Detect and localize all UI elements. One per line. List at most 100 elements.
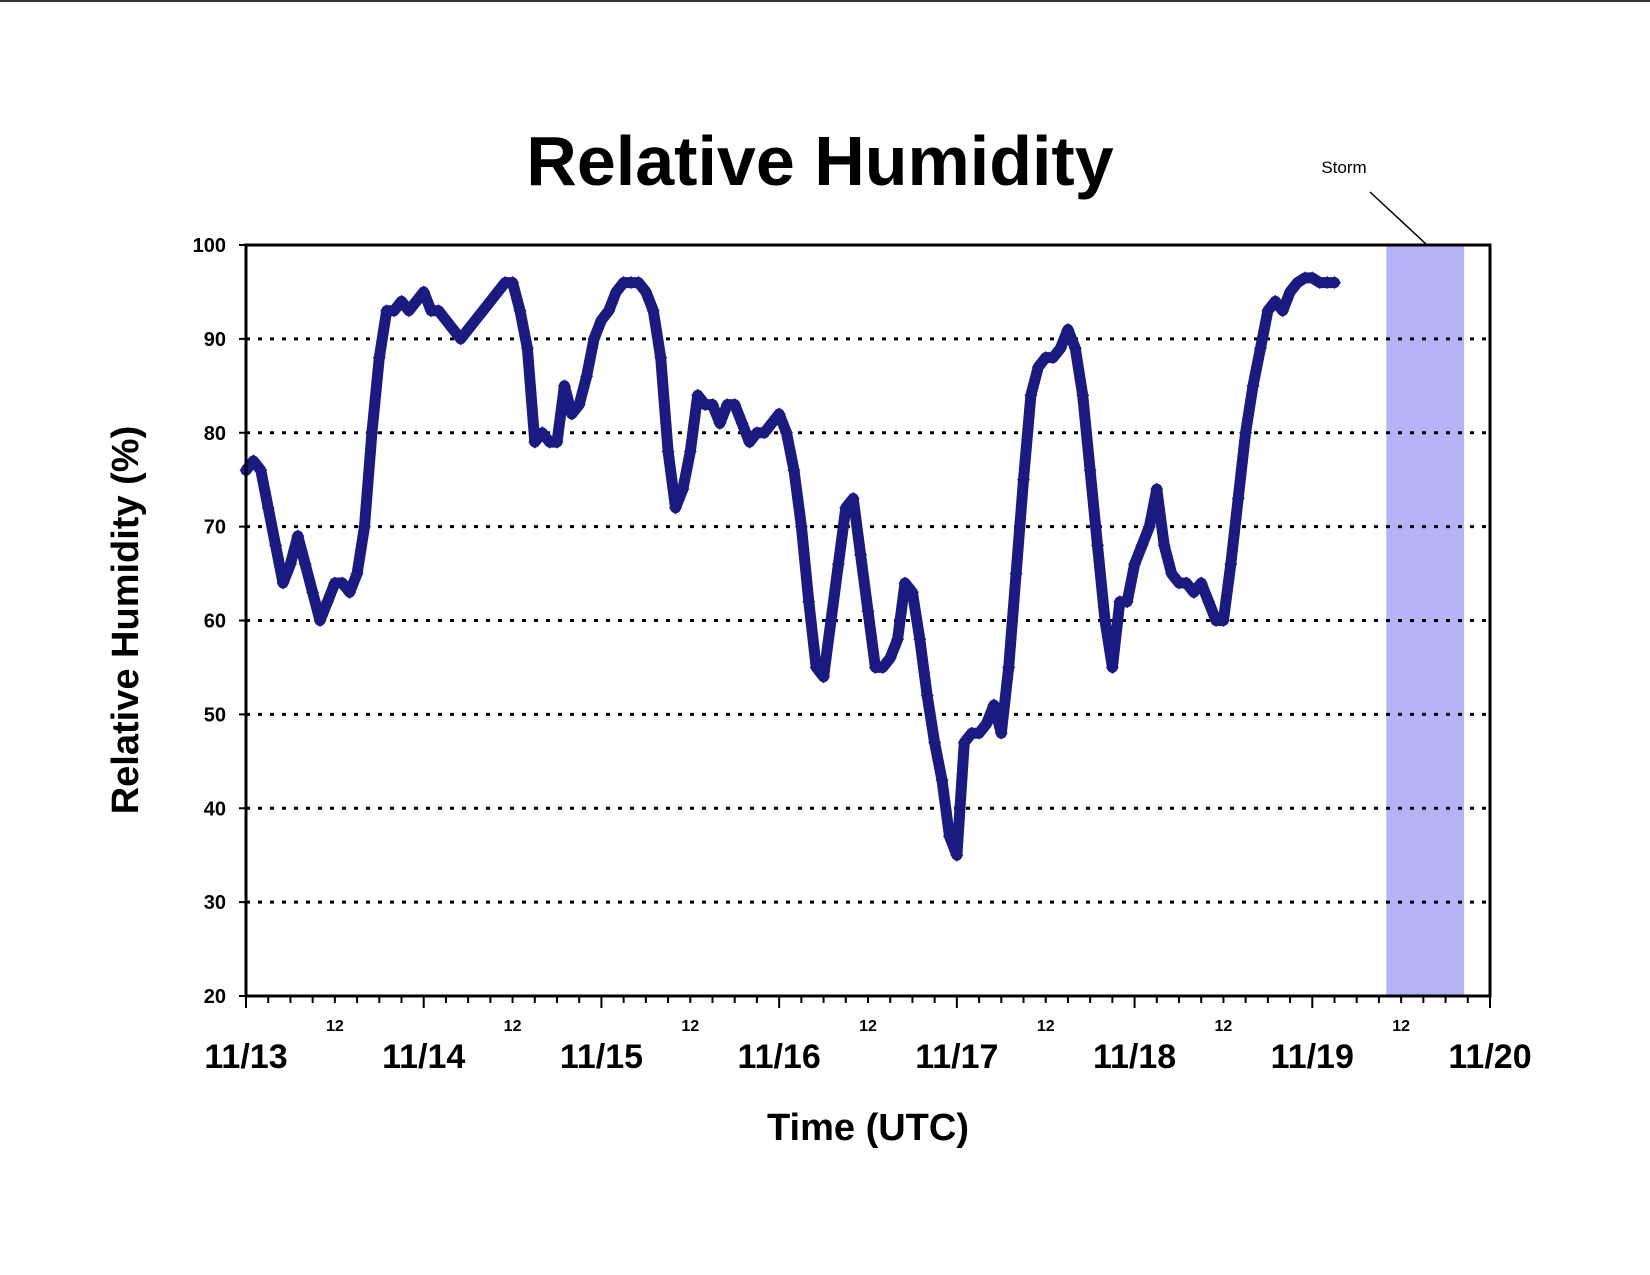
- data-point: [794, 520, 808, 534]
- data-point: [1135, 538, 1149, 552]
- data-point: [350, 567, 364, 581]
- data-point: [631, 276, 645, 290]
- y-tick-label: 100: [193, 235, 226, 257]
- data-point: [1157, 538, 1171, 552]
- data-point: [668, 501, 682, 515]
- data-point: [1194, 576, 1208, 590]
- y-tick-label: 70: [204, 517, 226, 539]
- data-point: [876, 660, 890, 674]
- data-point: [506, 276, 520, 290]
- data-point: [1261, 304, 1275, 318]
- data-point: [898, 576, 912, 590]
- data-point: [446, 322, 460, 336]
- data-point: [365, 426, 379, 440]
- data-point: [654, 351, 668, 365]
- data-point: [602, 304, 616, 318]
- x-tick-label: 11/15: [560, 1038, 643, 1076]
- data-point: [269, 538, 283, 552]
- data-point: [713, 416, 727, 430]
- data-point: [1216, 614, 1230, 627]
- data-point: [254, 463, 268, 477]
- data-point: [972, 726, 986, 740]
- data-point: [261, 501, 275, 515]
- data-point: [1320, 276, 1334, 290]
- data-point: [942, 829, 956, 843]
- y-tick-label: 20: [204, 986, 226, 1008]
- data-point: [417, 285, 431, 299]
- y-tick-label: 80: [204, 423, 226, 445]
- x-minor-tick-label: 12: [1037, 1018, 1055, 1035]
- data-point: [1098, 614, 1112, 627]
- data-point: [1239, 426, 1253, 440]
- data-point: [550, 435, 564, 449]
- data-point: [735, 416, 749, 430]
- data-point: [454, 332, 468, 346]
- data-point: [1276, 304, 1290, 318]
- data-point: [772, 407, 786, 421]
- data-point: [1002, 660, 1016, 674]
- data-point: [594, 313, 608, 327]
- data-point: [402, 304, 416, 318]
- data-point: [802, 595, 816, 609]
- data-point: [698, 398, 712, 412]
- chart-title: Relative Humidity: [526, 122, 1113, 200]
- data-point: [246, 454, 260, 468]
- x-tick-label: 11/14: [382, 1038, 465, 1076]
- data-point: [787, 463, 801, 477]
- data-point: [1017, 473, 1030, 487]
- data-point: [1046, 351, 1060, 365]
- data-point: [343, 585, 357, 599]
- data-point: [491, 285, 505, 299]
- y-tick-label: 40: [204, 798, 226, 820]
- x-tick-label: 11/16: [738, 1038, 821, 1076]
- data-point: [528, 435, 542, 449]
- data-point: [409, 294, 423, 308]
- data-point: [765, 416, 779, 430]
- data-point: [750, 426, 764, 440]
- data-point: [846, 491, 860, 505]
- data-point: [543, 435, 557, 449]
- x-minor-tick-label: 12: [1392, 1018, 1410, 1035]
- data-point: [720, 398, 734, 412]
- data-point: [298, 557, 312, 571]
- data-point: [469, 313, 483, 327]
- data-point: [617, 276, 631, 290]
- series-line: [240, 272, 1340, 861]
- data-point: [1039, 351, 1053, 365]
- data-point: [683, 445, 697, 459]
- data-point: [957, 736, 971, 750]
- data-point: [854, 548, 868, 562]
- data-point: [1202, 595, 1216, 609]
- data-point: [380, 304, 394, 318]
- data-point: [1165, 567, 1179, 581]
- data-point: [994, 726, 1008, 740]
- x-tick-label: 11/13: [204, 1038, 287, 1076]
- y-tick-label: 30: [204, 892, 226, 914]
- data-point: [439, 313, 453, 327]
- data-point: [1187, 585, 1201, 599]
- data-point: [387, 304, 401, 318]
- data-point: [557, 379, 571, 393]
- data-point: [498, 276, 512, 290]
- data-point: [432, 304, 446, 318]
- data-point: [283, 557, 297, 571]
- data-point: [535, 426, 549, 440]
- data-point: [1083, 463, 1097, 477]
- data-point: [1231, 491, 1245, 505]
- data-point: [979, 717, 993, 731]
- data-point: [861, 604, 875, 618]
- storm-annotation-label: Storm: [1321, 158, 1366, 177]
- data-point: [1113, 595, 1127, 609]
- data-point: [1120, 595, 1134, 609]
- data-point: [1224, 557, 1238, 571]
- data-point: [1283, 285, 1297, 299]
- data-point: [824, 614, 838, 627]
- data-point: [1054, 341, 1068, 355]
- data-point: [920, 689, 934, 703]
- data-point: [609, 285, 623, 299]
- data-point: [357, 520, 371, 534]
- data-point: [950, 848, 964, 862]
- x-minor-tick-label: 12: [326, 1018, 344, 1035]
- x-tick-label: 11/17: [915, 1038, 998, 1076]
